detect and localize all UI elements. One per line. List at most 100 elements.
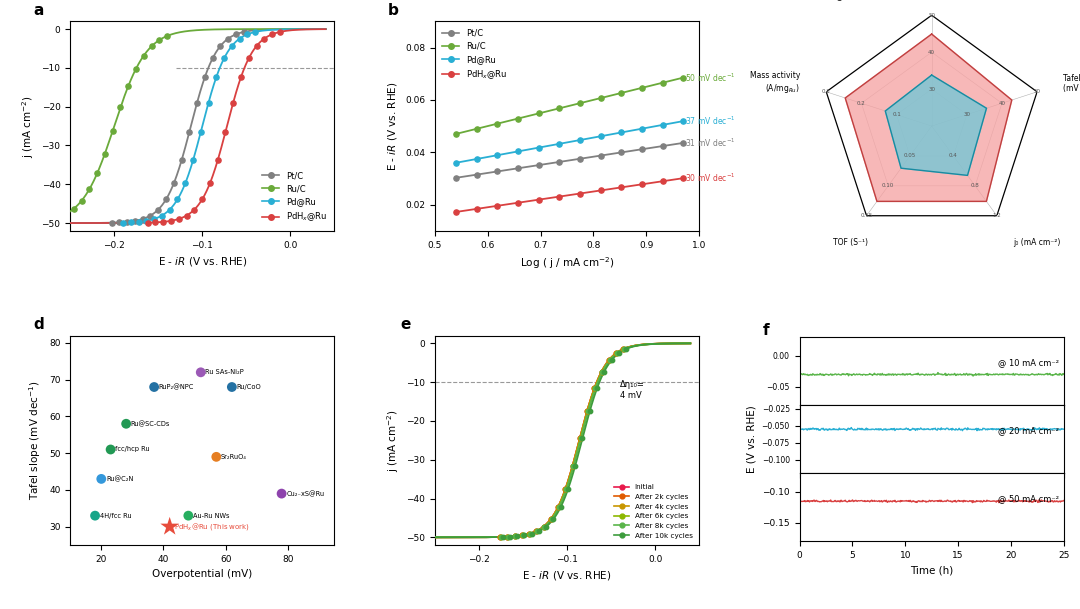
Point (192, 367, 210, 377)
Point (224, 382, 241, 392)
Text: Mass activity
(A/mg$_{Ru}$): Mass activity (A/mg$_{Ru}$) (750, 71, 800, 95)
Point (550, 502, 567, 512)
Point (513, 530, 530, 540)
Point (186, 205, 203, 214)
Point (607, 348, 624, 358)
Point (612, 128, 630, 138)
Text: d: d (33, 317, 44, 333)
Point (141, 211, 159, 220)
Y-axis label: E (V vs. RHE): E (V vs. RHE) (746, 406, 756, 473)
Point (204, 54, 221, 63)
Point (607, 348, 624, 358)
Point (499, 532, 516, 541)
Point (556, 484, 573, 494)
Point (528, 526, 545, 536)
Point (675, 174, 692, 183)
Point (201, 178, 218, 188)
Point (535, 522, 552, 532)
Point (207, 452, 225, 462)
Point (612, 88, 630, 98)
Point (57, 209, 75, 219)
Point (147, 217, 164, 227)
Point (585, 384, 603, 393)
Point (615, 344, 632, 354)
Point (235, 27, 253, 37)
Point (179, 511, 197, 521)
Point (225, 97, 242, 107)
Point (447, 207, 464, 217)
Text: 1.2: 1.2 (993, 213, 1001, 218)
Point (530, 195, 548, 205)
Text: 40: 40 (998, 100, 1005, 106)
Point (675, 72, 692, 82)
Point (543, 514, 561, 524)
Point (594, 367, 611, 376)
Point (197, 72, 214, 82)
Point (134, 214, 151, 224)
Point (102, 445, 119, 454)
Point (154, 217, 172, 227)
Point (89, 169, 106, 178)
Point (73, 196, 91, 206)
Point (217, 127, 234, 137)
Point (219, 33, 237, 43)
Text: Ru@C₂N: Ru@C₂N (106, 476, 133, 482)
Point (654, 78, 672, 88)
Point (114, 218, 132, 228)
Point (589, 384, 606, 393)
Y-axis label: j (mA cm$^{-2}$): j (mA cm$^{-2}$) (21, 94, 36, 158)
Point (593, 367, 610, 376)
Text: 0.3: 0.3 (822, 90, 831, 94)
Point (616, 344, 633, 354)
Point (654, 141, 672, 151)
Point (494, 532, 511, 542)
Point (510, 114, 527, 124)
Point (557, 484, 575, 494)
Point (492, 532, 510, 542)
Point (528, 526, 545, 536)
Point (530, 160, 548, 170)
Point (488, 150, 505, 160)
Point (122, 217, 139, 227)
Point (551, 192, 568, 202)
Text: 50 mV dec$^{-1}$: 50 mV dec$^{-1}$ (685, 71, 735, 84)
Point (50, 213, 67, 222)
Text: 50: 50 (928, 13, 935, 18)
Point (528, 526, 545, 536)
X-axis label: E - $iR$ (V vs. RHE): E - $iR$ (V vs. RHE) (523, 569, 611, 582)
Point (158, 194, 175, 204)
Point (507, 531, 524, 541)
Point (488, 167, 505, 177)
Point (500, 532, 517, 541)
Point (192, 127, 210, 137)
Point (535, 522, 552, 532)
Point (571, 189, 589, 199)
Point (557, 484, 575, 494)
Text: 0.15: 0.15 (861, 213, 873, 218)
Point (535, 522, 552, 532)
Text: 40: 40 (928, 50, 935, 55)
Point (551, 104, 568, 113)
Point (468, 170, 485, 180)
Point (224, 41, 241, 51)
Point (528, 526, 545, 536)
Point (556, 484, 573, 494)
Point (491, 532, 509, 542)
Point (162, 216, 179, 226)
Point (215, 54, 232, 63)
Text: fcc/hcp Ru: fcc/hcp Ru (116, 446, 150, 452)
Polygon shape (846, 34, 1012, 202)
Point (551, 502, 568, 512)
Point (612, 147, 630, 157)
Point (543, 514, 561, 524)
Point (165, 178, 183, 188)
Point (146, 214, 163, 224)
Point (585, 384, 603, 393)
Point (153, 211, 171, 220)
Text: Tafel slope
(mV dec⁻¹): Tafel slope (mV dec⁻¹) (1064, 74, 1080, 93)
Text: 0.10: 0.10 (882, 183, 894, 188)
Point (579, 406, 596, 416)
Point (42, 214, 59, 224)
Point (126, 216, 144, 226)
Text: 31 mV dec$^{-1}$: 31 mV dec$^{-1}$ (685, 136, 735, 149)
